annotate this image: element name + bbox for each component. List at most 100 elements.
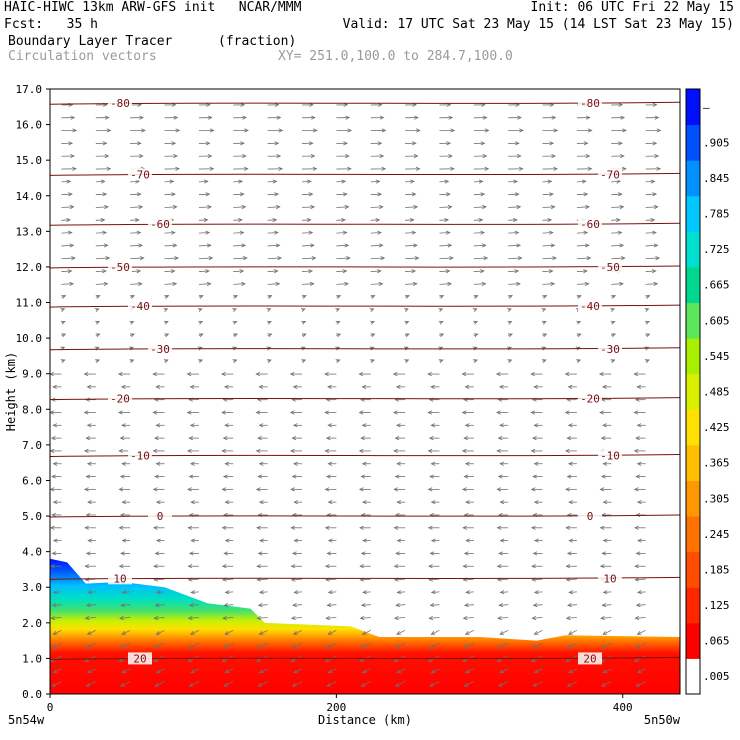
- vector-head: [325, 436, 331, 441]
- contour-label-bg: [578, 97, 602, 110]
- vector-head: [324, 657, 330, 662]
- vector-head: [232, 308, 238, 313]
- vector: [394, 617, 406, 619]
- vector: [120, 681, 131, 687]
- vector-head: [654, 115, 660, 120]
- vector: [405, 257, 419, 260]
- vector: [430, 604, 440, 606]
- vector-head: [290, 564, 296, 569]
- vector-head: [139, 256, 145, 261]
- colorbar-swatch: [686, 266, 700, 304]
- vector: [645, 283, 658, 285]
- vector-head: [327, 669, 333, 674]
- colorbar-label: .305: [703, 492, 730, 505]
- contour-label: -40: [130, 300, 150, 313]
- vector-head: [52, 500, 58, 505]
- vector-head: [118, 564, 124, 569]
- vector-head: [50, 525, 55, 530]
- vector-head: [257, 682, 263, 687]
- vector-head: [507, 320, 513, 325]
- vector: [473, 193, 485, 196]
- vector: [233, 270, 244, 272]
- vector-head: [266, 346, 272, 351]
- vector-head: [599, 410, 604, 415]
- vector-head: [52, 461, 58, 466]
- vector-head: [50, 615, 56, 621]
- vector-head: [516, 243, 522, 248]
- vector: [360, 578, 371, 581]
- vector-head: [155, 500, 161, 505]
- vector: [156, 591, 165, 593]
- vector-head: [221, 410, 226, 415]
- vector-head: [650, 217, 656, 223]
- vector-head: [290, 525, 296, 530]
- vector-head: [84, 615, 90, 621]
- vector-head: [533, 500, 539, 505]
- vector-head: [518, 166, 524, 171]
- vector-head: [259, 538, 264, 543]
- vector-head: [498, 551, 503, 556]
- vector-head: [136, 269, 142, 274]
- vector: [327, 604, 337, 606]
- vector-head: [473, 333, 479, 338]
- vector: [50, 655, 62, 662]
- vectors-group: [50, 102, 662, 687]
- vector-head: [138, 154, 144, 159]
- vector: [267, 232, 278, 234]
- vector-head: [463, 436, 468, 441]
- vector-head: [611, 333, 617, 338]
- vector-head: [233, 294, 239, 299]
- vector-head: [462, 615, 468, 621]
- vector: [326, 617, 337, 619]
- vector-head: [635, 474, 640, 479]
- vector: [566, 578, 577, 581]
- plot-area: -80 -80 -70 -70 -60 -60 -50 -50 -40 -40 -30 -30 -20 -…: [50, 97, 680, 694]
- vector-head: [325, 615, 331, 621]
- vector-head: [258, 461, 264, 466]
- vector-head: [221, 657, 227, 662]
- vector: [500, 668, 509, 674]
- vector-head: [102, 230, 108, 235]
- vector-head: [118, 657, 124, 662]
- vector: [499, 604, 509, 606]
- vector-head: [104, 154, 110, 159]
- vector-head: [223, 603, 229, 608]
- vector-head: [293, 500, 298, 505]
- vector-head: [341, 217, 346, 223]
- vector: [576, 244, 589, 247]
- vector-head: [513, 179, 518, 184]
- vector-head: [445, 230, 451, 235]
- vector-head: [585, 154, 591, 159]
- vector-head: [358, 410, 364, 415]
- vector-head: [404, 359, 410, 364]
- y-tick-label: 1.0: [22, 652, 42, 665]
- vector-head: [277, 256, 283, 261]
- vector-head: [255, 371, 261, 377]
- vector: [397, 591, 406, 593]
- vector-head: [478, 217, 484, 223]
- vector: [542, 232, 553, 234]
- vector: [405, 270, 416, 272]
- vector-head: [292, 423, 298, 428]
- vector-head: [618, 141, 623, 146]
- vector-head: [238, 217, 243, 223]
- vector: [198, 206, 212, 208]
- vector-head: [620, 115, 626, 120]
- vector: [542, 270, 553, 272]
- vector-head: [430, 538, 436, 543]
- vector-head: [392, 410, 398, 415]
- vector-head: [576, 320, 582, 325]
- vector: [291, 617, 303, 619]
- vector-head: [346, 256, 351, 261]
- vector-head: [394, 682, 400, 687]
- vector-head: [359, 615, 365, 621]
- colorbar-label: .245: [703, 528, 730, 541]
- vector-head: [60, 308, 66, 313]
- vector-head: [482, 154, 488, 159]
- vector-head: [583, 192, 589, 197]
- vector: [189, 604, 199, 606]
- vector-head: [327, 384, 332, 389]
- vector-head: [517, 115, 522, 120]
- vector-head: [533, 423, 539, 428]
- vector-head: [541, 359, 547, 364]
